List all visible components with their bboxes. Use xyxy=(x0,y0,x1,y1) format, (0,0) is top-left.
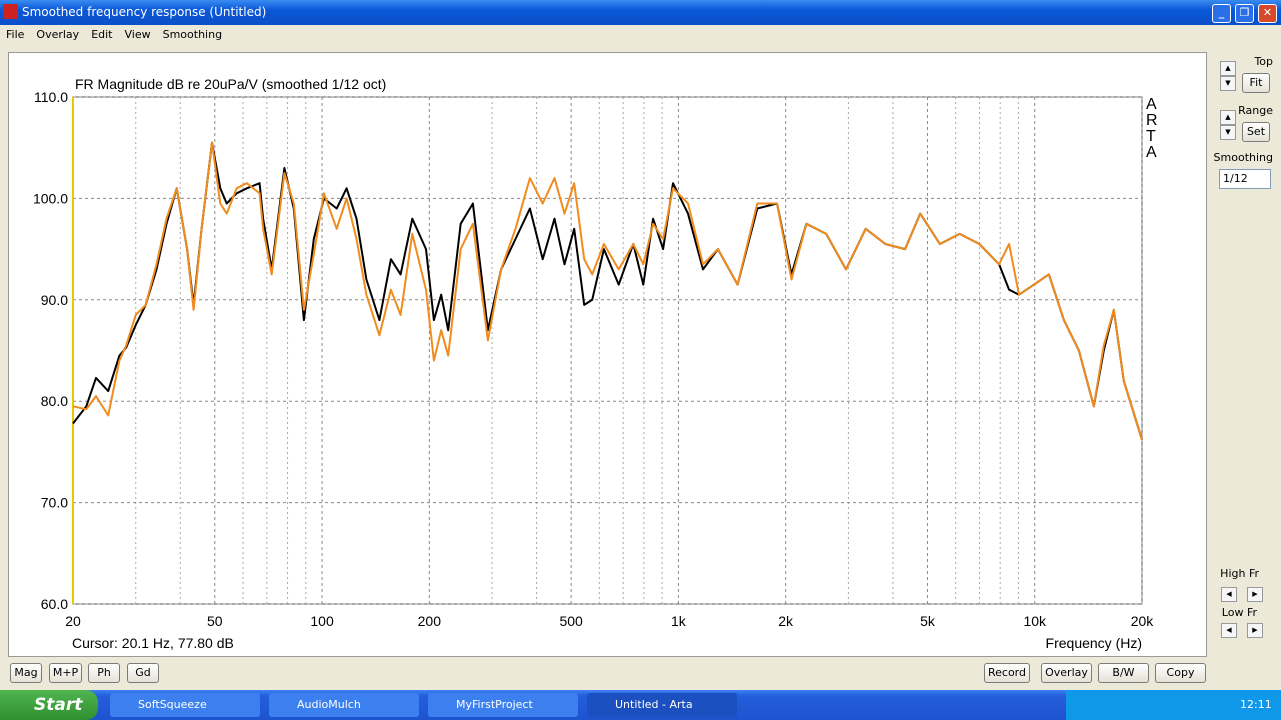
chart-panel: FR Magnitude dB re 20uPa/V (smoothed 1/1… xyxy=(8,52,1207,657)
chart: FR Magnitude dB re 20uPa/V (smoothed 1/1… xyxy=(33,76,1155,651)
logo: ARTA xyxy=(1146,96,1158,161)
spin-right[interactable]: ▶ xyxy=(1247,587,1263,602)
start-button[interactable]: Start xyxy=(0,690,98,720)
action-button[interactable]: B/W xyxy=(1098,663,1149,683)
x-tick-label: 20k xyxy=(1131,613,1155,629)
x-tick-label: 5k xyxy=(920,613,936,629)
spin-down[interactable]: ▼ xyxy=(1220,125,1236,140)
spin-down[interactable]: ▼ xyxy=(1220,76,1236,91)
system-tray: 12:11 xyxy=(1066,690,1281,720)
view-button[interactable]: Mag xyxy=(10,663,42,683)
x-axis-label: Frequency (Hz) xyxy=(1046,635,1142,651)
y-tick-label: 70.0 xyxy=(41,495,68,511)
x-tick-label: 50 xyxy=(207,613,223,629)
task-button[interactable]: AudioMulch xyxy=(269,693,419,717)
top-label: Top xyxy=(1254,55,1273,68)
view-button[interactable]: Gd xyxy=(127,663,159,683)
spin-left[interactable]: ◀ xyxy=(1221,587,1237,602)
spin-right[interactable]: ▶ xyxy=(1247,623,1263,638)
minimize-button[interactable]: _ xyxy=(1212,4,1231,23)
y-tick-label: 110.0 xyxy=(34,89,68,105)
close-button[interactable]: ✕ xyxy=(1258,4,1277,23)
menu-item[interactable]: View xyxy=(124,28,151,41)
task-button[interactable]: SoftSqueeze xyxy=(110,693,260,717)
task-button[interactable]: MyFirstProject xyxy=(428,693,578,717)
x-tick-label: 10k xyxy=(1023,613,1047,629)
low-fr-label: Low Fr xyxy=(1221,606,1257,619)
menu-item[interactable]: File xyxy=(6,28,25,41)
plot-area xyxy=(72,96,1143,605)
menu-item[interactable]: Smoothing xyxy=(162,28,223,41)
x-tick-label: 200 xyxy=(418,613,442,629)
title-bar: Smoothed frequency response (Untitled) _… xyxy=(0,0,1281,25)
y-tick-label: 60.0 xyxy=(41,596,68,612)
x-tick-label: 500 xyxy=(559,613,583,629)
action-button[interactable]: Overlay xyxy=(1041,663,1092,683)
y-tick-label: 80.0 xyxy=(41,393,68,409)
range-label: Range xyxy=(1238,104,1273,117)
spin-up[interactable]: ▲ xyxy=(1220,110,1236,125)
series-line xyxy=(72,141,1143,440)
x-tick-label: 2k xyxy=(778,613,794,629)
spin-up[interactable]: ▲ xyxy=(1220,61,1236,76)
smoothing-value: 1/12 xyxy=(1223,172,1248,185)
cursor-readout: Cursor: 20.1 Hz, 77.80 dB xyxy=(72,635,234,651)
app-icon xyxy=(3,4,18,19)
window-title: Smoothed frequency response (Untitled) xyxy=(22,5,267,19)
action-button[interactable]: Copy xyxy=(1155,663,1206,683)
action-button[interactable]: Record xyxy=(984,663,1030,683)
set-button[interactable]: Set xyxy=(1242,122,1270,142)
menu-item[interactable]: Edit xyxy=(91,28,113,41)
smoothing-select[interactable]: 1/12 xyxy=(1219,169,1271,189)
y-tick-label: 90.0 xyxy=(41,292,68,308)
x-tick-label: 1k xyxy=(671,613,687,629)
x-tick-label: 100 xyxy=(310,613,334,629)
chart-title: FR Magnitude dB re 20uPa/V (smoothed 1/1… xyxy=(75,76,386,92)
task-button[interactable]: Untitled - Arta xyxy=(587,693,737,717)
y-tick-label: 100.0 xyxy=(33,190,68,206)
view-button[interactable]: Ph xyxy=(88,663,120,683)
menu-item[interactable]: Overlay xyxy=(36,28,80,41)
menu-bar: File Overlay Edit View Smoothing xyxy=(0,25,1281,45)
fit-button[interactable]: Fit xyxy=(1242,73,1270,93)
high-fr-label: High Fr xyxy=(1220,567,1259,580)
taskbar: Start SoftSqueeze AudioMulch MyFirstProjec… xyxy=(0,690,1281,720)
maximize-button[interactable]: ❐ xyxy=(1235,4,1254,23)
spin-left[interactable]: ◀ xyxy=(1221,623,1237,638)
clock: 12:11 xyxy=(1240,698,1272,711)
smoothing-label: Smoothing xyxy=(1213,151,1273,164)
view-button[interactable]: M+P xyxy=(49,663,82,683)
x-tick-label: 20 xyxy=(65,613,81,629)
